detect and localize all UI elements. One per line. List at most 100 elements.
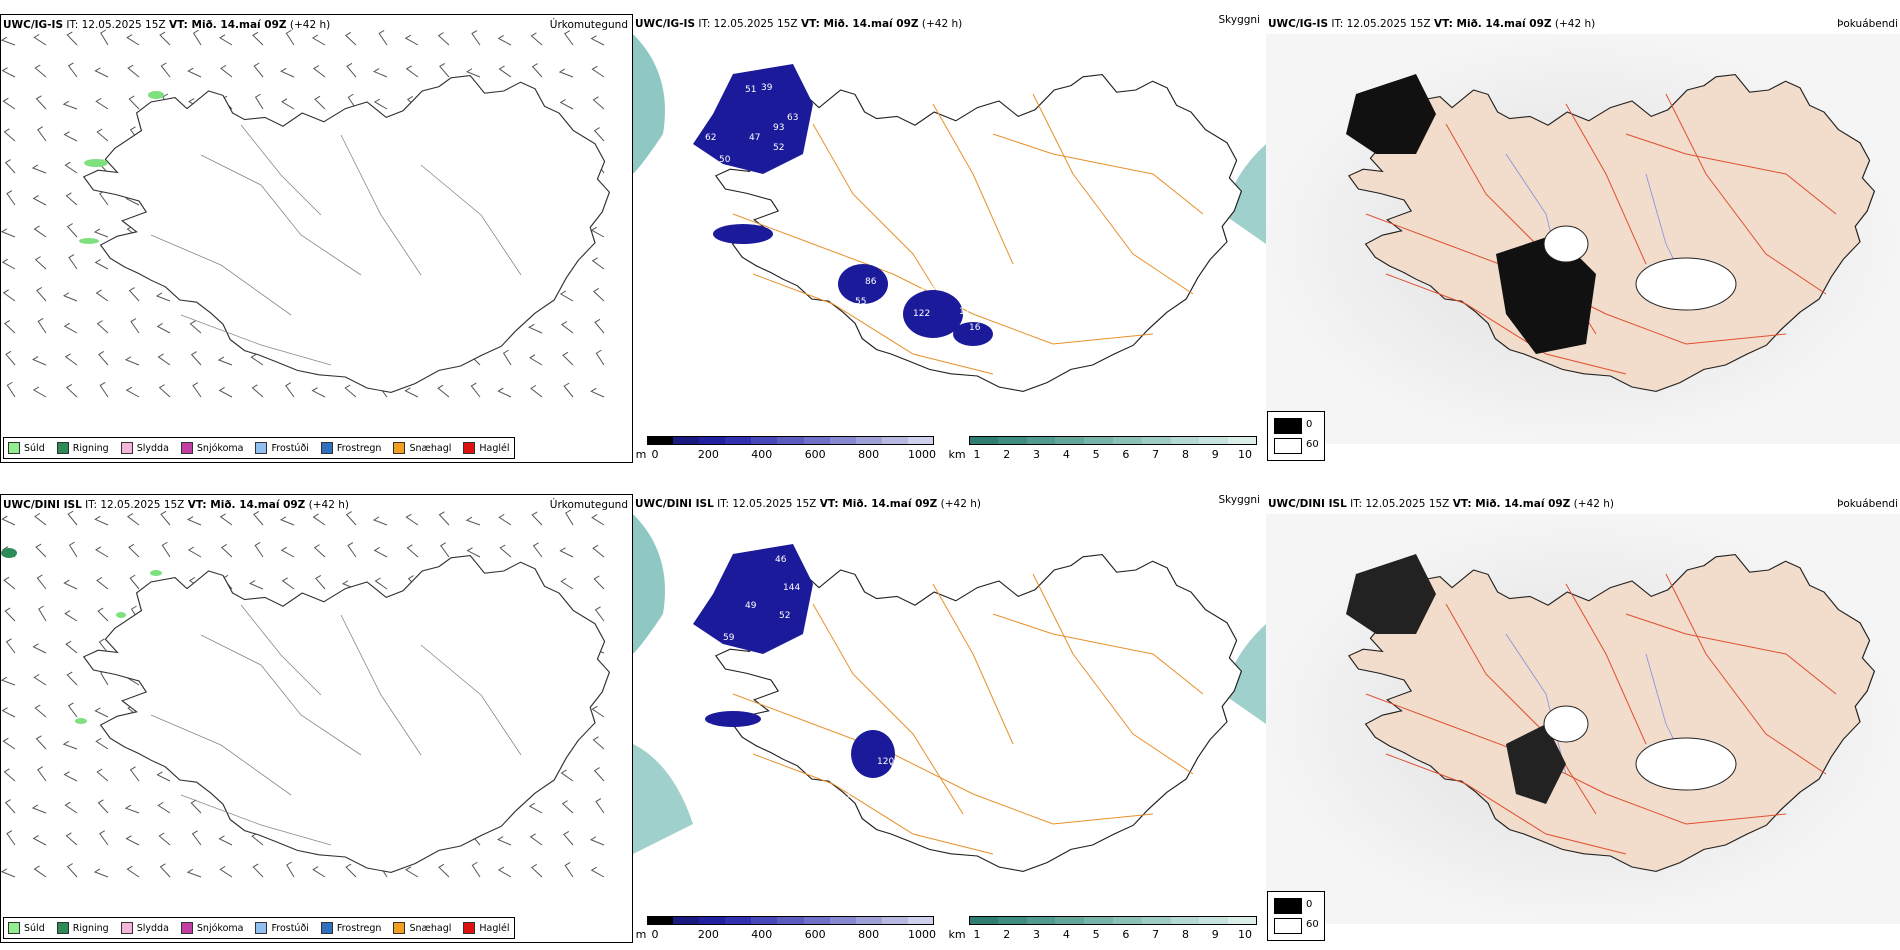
wind-barb <box>591 514 605 526</box>
colorbar-tick: 8 <box>1181 448 1189 461</box>
cloudbase-value: 67 <box>839 793 850 803</box>
wind-barb <box>93 228 109 238</box>
wind-barb <box>590 387 605 398</box>
cloudbase-value: 59 <box>723 633 735 643</box>
colorbar-tick: 5 <box>1092 448 1100 461</box>
wind-barb <box>218 386 233 398</box>
panel-title: UWC/IG-IS IT: 12.05.2025 15Z VT: Mið. 14… <box>1268 18 1596 30</box>
legend-label: Rigning <box>72 922 109 934</box>
wind-barb <box>372 516 388 526</box>
wind-barb <box>253 511 264 526</box>
colorbar-frame <box>647 916 934 925</box>
cloudbase-value: 49 <box>745 601 757 611</box>
wind-barb <box>37 317 47 334</box>
wind-barb <box>67 62 78 78</box>
wind-barb <box>471 30 481 46</box>
wind-barb <box>532 542 543 558</box>
wind-barb <box>66 671 78 686</box>
wind-barb <box>34 512 47 526</box>
colorbar-tick: 8 <box>1181 928 1189 941</box>
wind-barb <box>130 318 140 334</box>
cloudbase-value: 47 <box>749 133 760 143</box>
wind-barb <box>590 866 605 878</box>
legend-label: Slydda <box>136 922 169 934</box>
wind-barb <box>404 387 419 398</box>
wind-barb <box>33 673 47 686</box>
colorbar-tick: 2 <box>1003 928 1011 941</box>
wind-barb <box>560 321 574 334</box>
wind-barb <box>465 516 481 526</box>
wind-barb <box>218 835 233 846</box>
wind-barb <box>565 509 574 526</box>
visibility-colorbar: km 1 2 3 4 5 6 7 8 9 10 <box>948 916 1263 942</box>
wind-barb <box>62 292 78 302</box>
wind-barb <box>559 98 574 110</box>
colorbar-tick: 7 <box>1152 448 1160 461</box>
wind-barb <box>312 866 326 878</box>
precip-legend-item: Rigning <box>56 442 109 454</box>
precip-legend: Súld Rigning Slydda Snjókoma Frostúði Frostre… <box>3 437 515 459</box>
wind-barb <box>187 546 202 558</box>
wind-barb <box>192 382 202 398</box>
wind-barb <box>594 318 605 334</box>
colorbar-tick: 800 <box>858 448 880 461</box>
wind-barb <box>124 356 140 366</box>
wind-barb <box>345 511 357 526</box>
legend-swatch <box>8 922 20 934</box>
wind-barb <box>593 575 605 590</box>
wind-barb <box>94 67 109 78</box>
wind-barb <box>95 97 109 110</box>
cloudbase-value: 39 <box>761 83 773 93</box>
wind-barb <box>465 68 481 78</box>
wind-barb <box>560 577 574 590</box>
wind-barb <box>156 771 171 782</box>
wind-barb <box>31 164 47 174</box>
wind-barb <box>1 676 16 686</box>
wind-barb <box>128 543 140 558</box>
colorbar-tick: 7 <box>1152 928 1160 941</box>
wind-barb <box>345 863 357 878</box>
wind-barb <box>161 541 171 558</box>
wind-barb <box>5 638 16 654</box>
precip-map <box>1 509 611 878</box>
colorbar-tick: 4 <box>1062 928 1070 941</box>
cloudbase-value: 12 <box>771 187 782 197</box>
cloud-panel-row1: UWC/IG-IS IT: 12.05.2025 15Z VT: Mið. 14… <box>633 14 1266 463</box>
wind-barb <box>94 515 109 526</box>
wind-barb <box>156 322 171 334</box>
colorbar-unit: m <box>635 928 647 941</box>
wind-barb <box>36 574 47 590</box>
precip-legend-item: Snæhagl <box>393 922 451 934</box>
colorbar-tick: 9 <box>1211 928 1219 941</box>
wind-barb <box>5 350 16 366</box>
wind-barb <box>126 34 140 46</box>
cloudbase-value: 43 <box>819 345 830 355</box>
legend-label: Snjókoma <box>196 442 244 454</box>
wind-barb <box>1 228 16 238</box>
precip-legend-item: Súld <box>8 442 45 454</box>
wind-barb <box>4 607 16 622</box>
cloudbase-colorbar: m 0 200 400 600 800 1000 <box>635 916 940 942</box>
colorbar-unit: m <box>635 448 647 461</box>
cloudbase-value: 52 <box>779 611 790 621</box>
wind-barb <box>98 638 109 654</box>
wind-barb <box>498 65 512 78</box>
cloudbase-value: 55 <box>855 297 866 307</box>
fog-legend-swatch <box>1274 438 1302 454</box>
colorbar-tick: 600 <box>804 928 826 941</box>
precip-legend-item: Snjókoma <box>180 922 243 934</box>
wind-barb <box>279 516 295 526</box>
wind-barb <box>33 865 47 878</box>
precip-legend-item: Haglél <box>463 442 510 454</box>
wind-barb <box>249 580 264 590</box>
precip-legend-item: Frostregn <box>320 922 381 934</box>
fog-map <box>1266 514 1900 924</box>
wind-barb <box>502 349 512 366</box>
precip-legend-item: Frostúði <box>255 922 309 934</box>
cloudbase-value: 33 <box>699 241 710 251</box>
wind-barb <box>590 35 605 46</box>
cloudbase-value: 38 <box>897 775 909 785</box>
wind-barb <box>595 798 605 814</box>
cloudbase-value: 86 <box>865 277 877 287</box>
